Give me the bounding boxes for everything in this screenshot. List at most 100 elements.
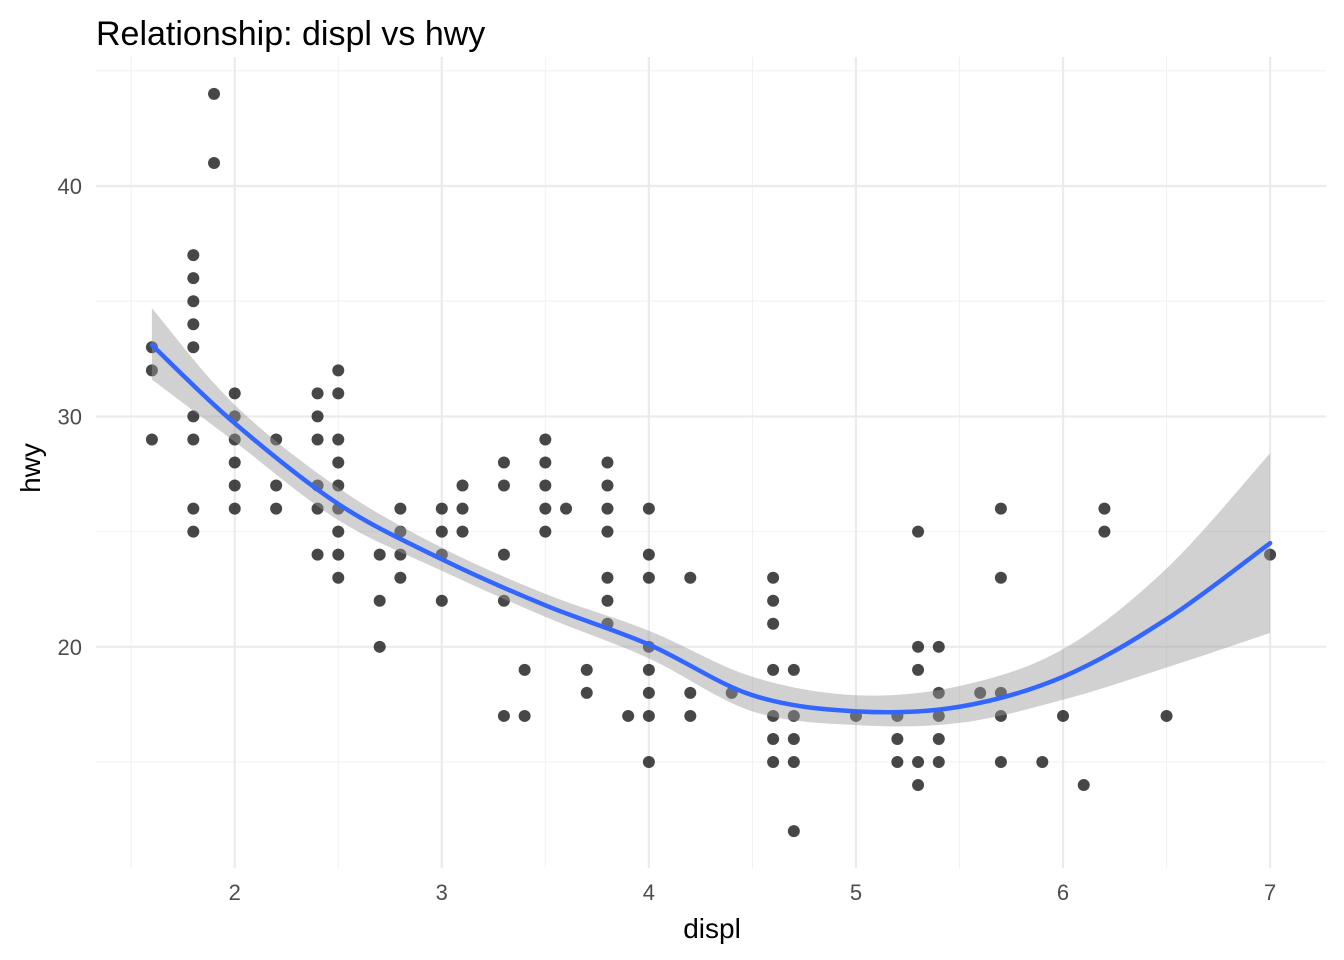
- data-point: [912, 779, 925, 792]
- data-point: [1098, 502, 1111, 515]
- x-axis-tick-labels: 2 3 4 5 6 7: [229, 880, 1277, 905]
- data-point: [373, 640, 386, 653]
- data-point: [332, 433, 345, 446]
- data-point: [187, 502, 200, 515]
- data-point: [912, 756, 925, 769]
- data-point: [767, 617, 780, 630]
- data-point: [394, 525, 407, 538]
- data-point: [332, 525, 345, 538]
- data-point: [145, 364, 158, 377]
- data-point: [332, 456, 345, 469]
- data-point: [994, 756, 1007, 769]
- data-point: [787, 732, 800, 745]
- data-point: [1098, 525, 1111, 538]
- data-point: [787, 756, 800, 769]
- data-point: [642, 663, 655, 676]
- data-point: [187, 295, 200, 308]
- data-point: [208, 156, 221, 169]
- data-point: [767, 571, 780, 584]
- data-point: [912, 640, 925, 653]
- x-tick-label: 5: [850, 880, 862, 905]
- data-point: [684, 709, 697, 722]
- data-point: [145, 433, 158, 446]
- data-point: [518, 709, 531, 722]
- confidence-band: [151, 308, 1271, 727]
- data-point: [332, 364, 345, 377]
- data-point: [270, 502, 283, 515]
- data-point: [187, 318, 200, 331]
- data-point: [435, 502, 448, 515]
- data-point: [539, 502, 552, 515]
- data-point: [456, 479, 469, 492]
- data-point: [332, 387, 345, 400]
- data-point: [642, 756, 655, 769]
- data-point: [787, 663, 800, 676]
- data-point: [994, 709, 1007, 722]
- data-point: [601, 456, 614, 469]
- data-point: [642, 571, 655, 584]
- data-point: [497, 456, 510, 469]
- data-point: [601, 479, 614, 492]
- data-point: [332, 571, 345, 584]
- data-point: [394, 571, 407, 584]
- data-point: [311, 410, 324, 423]
- data-point: [1077, 779, 1090, 792]
- data-point: [1057, 709, 1070, 722]
- data-point: [456, 525, 469, 538]
- data-point: [787, 709, 800, 722]
- data-point: [539, 456, 552, 469]
- x-tick-label: 3: [436, 880, 448, 905]
- data-point: [539, 525, 552, 538]
- data-point: [228, 387, 241, 400]
- data-point: [311, 433, 324, 446]
- data-point: [767, 663, 780, 676]
- data-point: [187, 341, 200, 354]
- data-point: [456, 502, 469, 515]
- data-points: [145, 87, 1277, 838]
- data-point: [270, 479, 283, 492]
- data-point: [270, 433, 283, 446]
- data-point: [1264, 548, 1277, 561]
- data-point: [373, 594, 386, 607]
- data-point: [187, 272, 200, 285]
- data-point: [394, 502, 407, 515]
- data-point: [518, 663, 531, 676]
- data-point: [497, 709, 510, 722]
- data-point: [228, 433, 241, 446]
- data-point: [767, 756, 780, 769]
- data-point: [601, 571, 614, 584]
- data-point: [767, 594, 780, 607]
- data-point: [891, 732, 904, 745]
- x-axis-title: displ: [683, 913, 741, 944]
- data-point: [208, 87, 221, 100]
- data-point: [435, 525, 448, 538]
- data-point: [1036, 756, 1049, 769]
- x-tick-label: 6: [1057, 880, 1069, 905]
- data-point: [228, 456, 241, 469]
- data-point: [932, 709, 945, 722]
- data-point: [394, 548, 407, 561]
- data-point: [228, 479, 241, 492]
- data-point: [601, 525, 614, 538]
- data-point: [332, 479, 345, 492]
- data-point: [994, 502, 1007, 515]
- data-point: [332, 548, 345, 561]
- data-point: [912, 525, 925, 538]
- y-axis-title: hwy: [15, 443, 46, 493]
- data-point: [187, 410, 200, 423]
- data-point: [684, 571, 697, 584]
- data-point: [932, 756, 945, 769]
- chart-title: Relationship: displ vs hwy: [96, 15, 485, 53]
- data-point: [373, 548, 386, 561]
- data-point: [311, 502, 324, 515]
- data-point: [767, 709, 780, 722]
- data-point: [932, 732, 945, 745]
- major-gridlines: [96, 57, 1326, 868]
- data-point: [932, 640, 945, 653]
- x-tick-label: 7: [1264, 880, 1276, 905]
- data-point: [497, 479, 510, 492]
- data-point: [767, 732, 780, 745]
- data-point: [580, 686, 593, 699]
- data-point: [560, 502, 573, 515]
